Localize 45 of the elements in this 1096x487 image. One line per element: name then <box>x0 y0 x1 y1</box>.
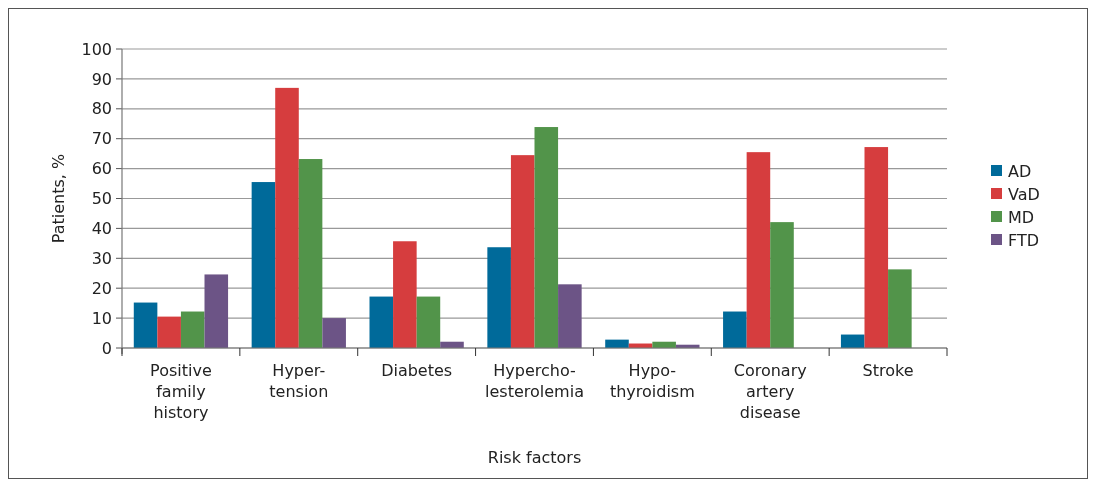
legend-label: MD <box>1008 207 1035 227</box>
legend-label: FTD <box>1008 230 1040 250</box>
x-tick-label: Positive family history <box>150 361 212 422</box>
y-tick-label: 100 <box>81 39 112 59</box>
x-tick-label: Hypo- thyroidism <box>609 361 695 401</box>
x-axis-title: Risk factors <box>487 448 582 467</box>
bar <box>487 247 511 348</box>
y-tick-label: 30 <box>91 248 112 268</box>
y-tick-label: 40 <box>91 219 112 238</box>
x-tick-label: Coronary artery disease <box>733 361 807 422</box>
x-tick-label: Stroke <box>862 361 914 380</box>
bar <box>558 284 582 348</box>
legend-label: VaD <box>1008 184 1040 204</box>
bar <box>534 127 559 348</box>
bar <box>204 274 229 348</box>
bar <box>864 147 889 348</box>
bar <box>275 87 299 348</box>
y-axis-title: Patients, % <box>49 153 68 244</box>
bar <box>770 222 794 348</box>
bar <box>746 152 771 348</box>
x-tick-label: Diabetes <box>381 361 453 380</box>
bar <box>723 311 747 348</box>
bar <box>393 241 417 348</box>
x-tick-label: Hyper- tension <box>269 361 329 401</box>
legend-label: AD <box>1008 161 1032 181</box>
bar <box>298 159 323 348</box>
bar <box>251 182 276 348</box>
bar <box>322 318 346 348</box>
bar <box>840 334 865 348</box>
y-tick-label: 80 <box>91 99 112 119</box>
bar <box>510 155 535 348</box>
y-tick-label: 0 <box>101 338 112 358</box>
bar <box>416 296 441 348</box>
y-tick-label: 20 <box>91 278 112 298</box>
bar <box>133 302 158 348</box>
x-tick-label: Hypercho- lesterolemia <box>485 361 584 401</box>
y-tick-label: 90 <box>91 69 112 89</box>
bar <box>369 296 394 348</box>
bar <box>888 269 912 348</box>
y-tick-label: 50 <box>91 189 112 209</box>
y-tick-label: 10 <box>91 308 112 328</box>
y-tick-label: 60 <box>91 159 112 179</box>
bar <box>157 316 181 348</box>
bar <box>180 311 205 348</box>
y-tick-label: 70 <box>91 129 112 149</box>
